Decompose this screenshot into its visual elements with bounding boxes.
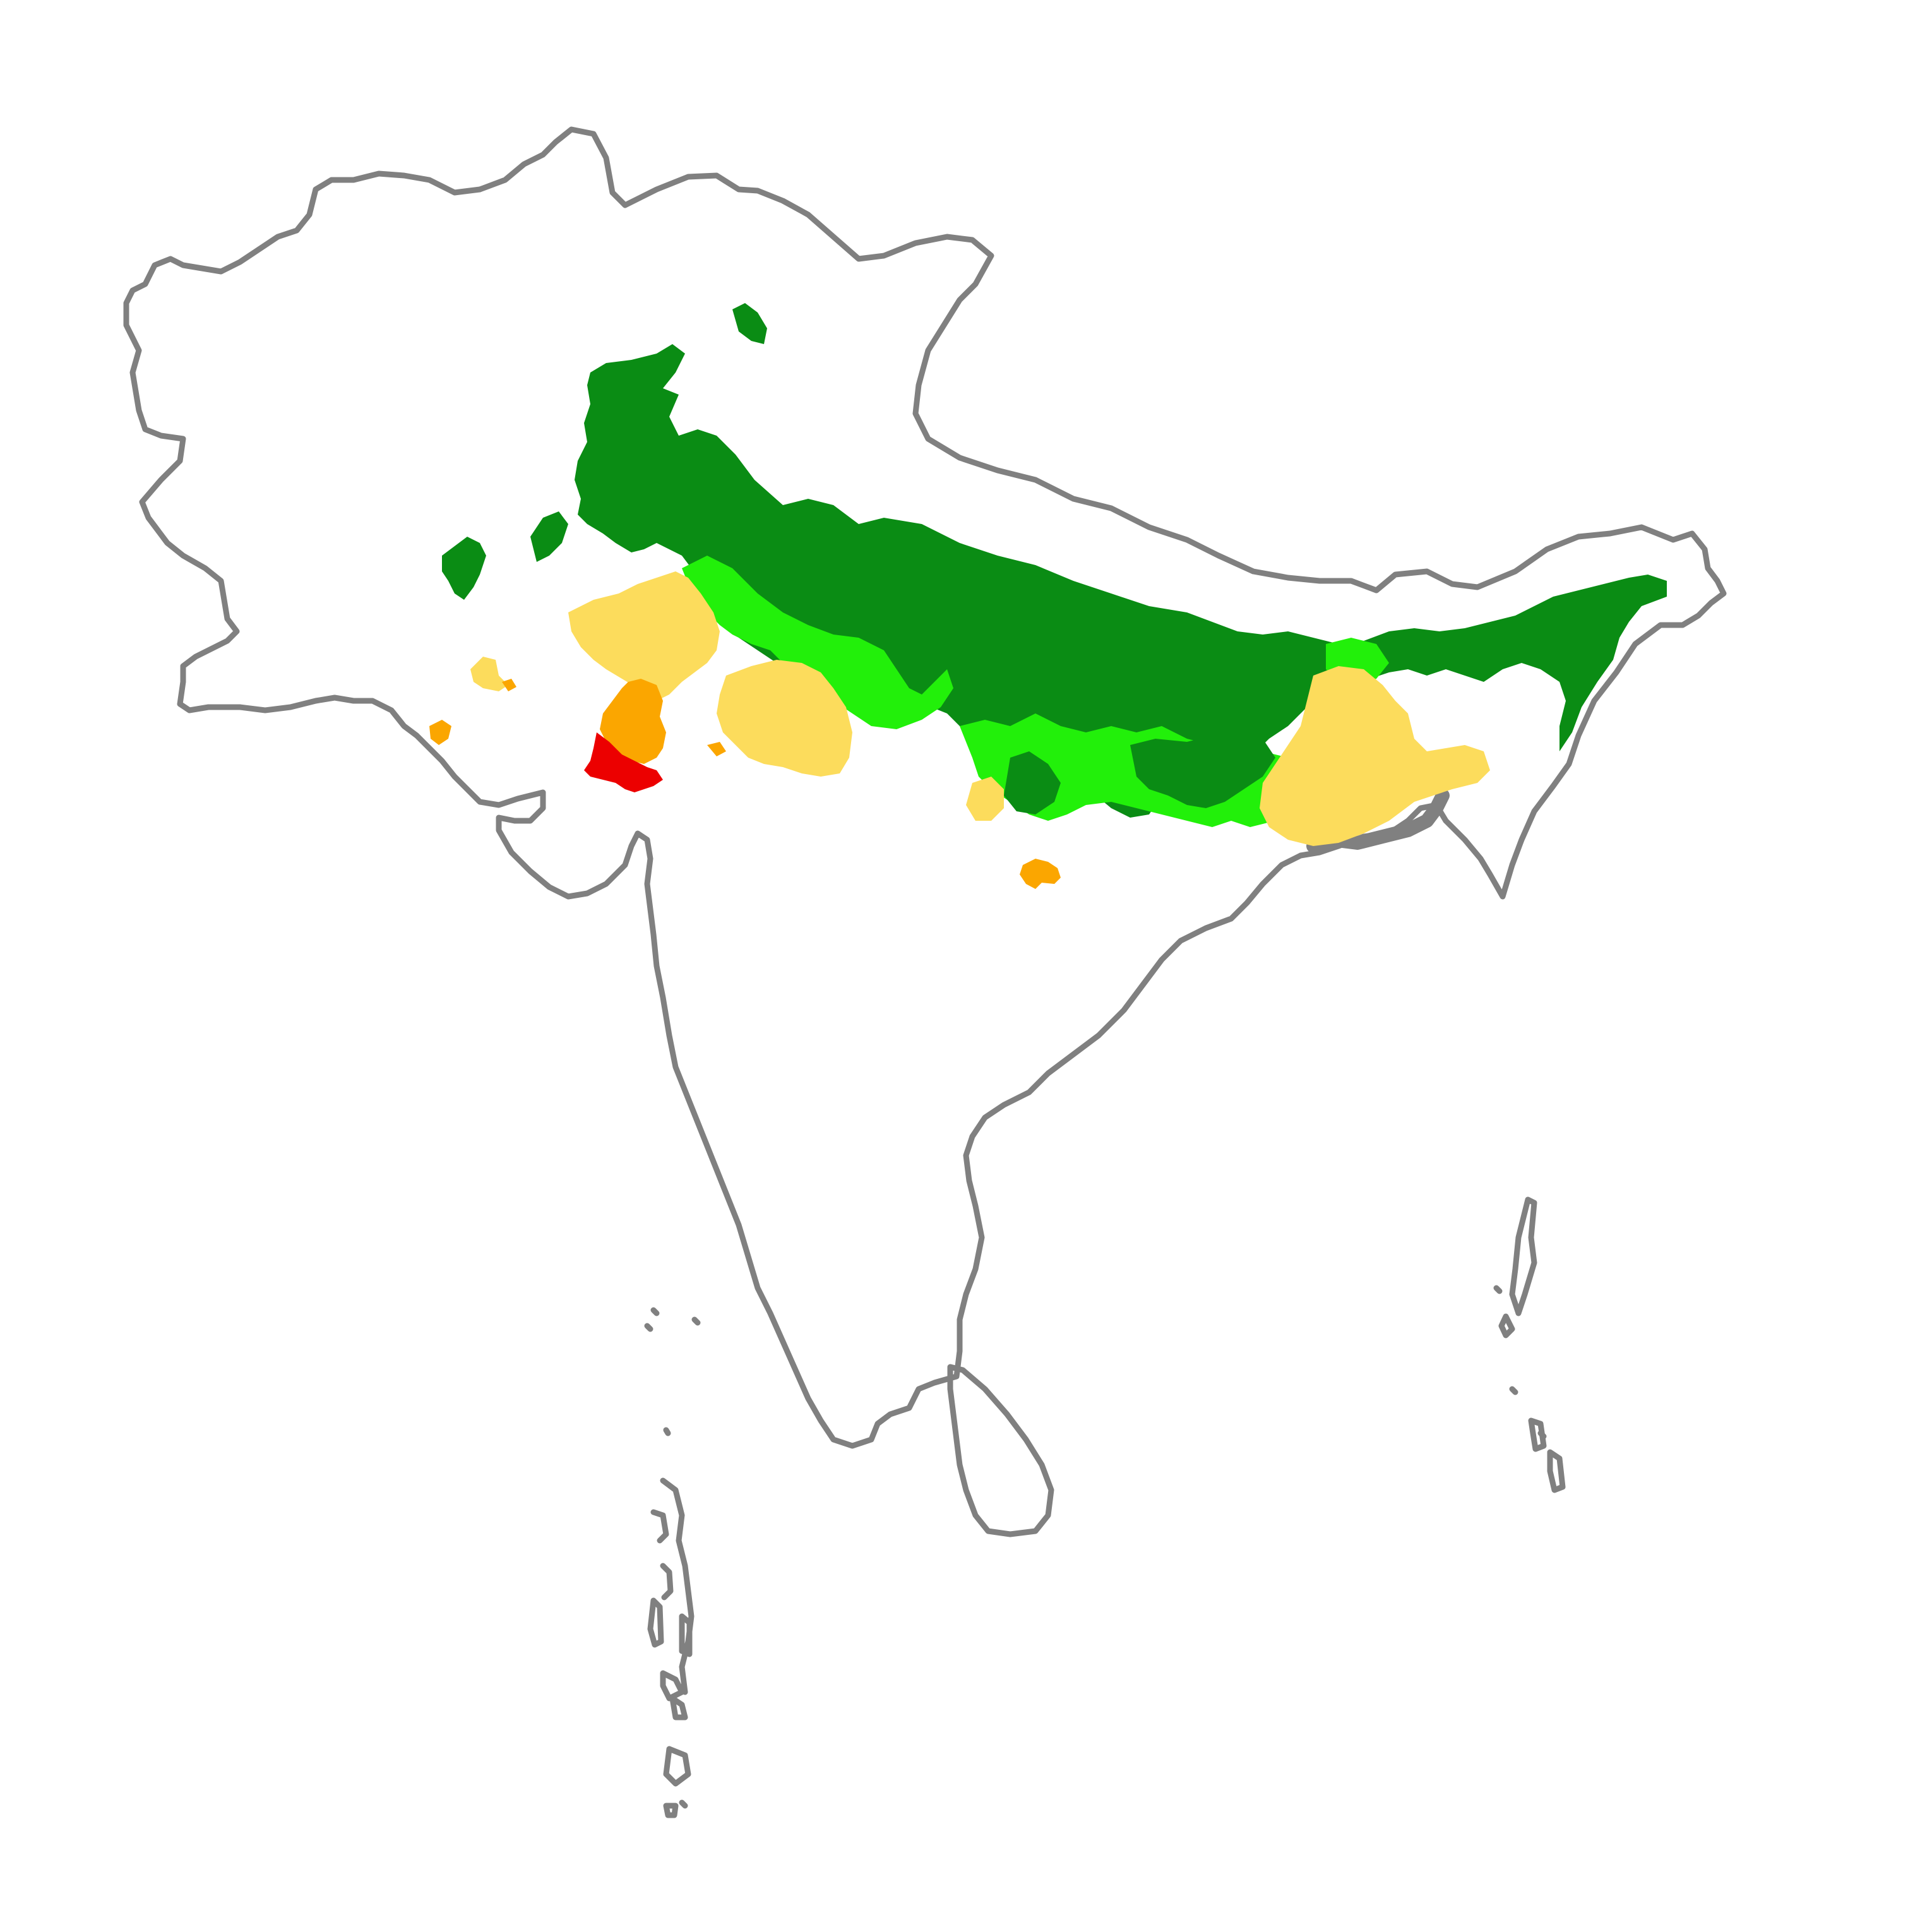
zone-orange-kutch-patch	[429, 720, 451, 745]
zone-sand-west-patch	[470, 657, 508, 691]
zone-sand-punjab-thar	[568, 571, 720, 701]
zone-dark-green-patch-1	[530, 511, 568, 562]
zone-dark-green-west	[442, 537, 486, 600]
zone-dark-green-central-1	[1130, 732, 1275, 808]
zone-orange-raj-dot	[707, 742, 726, 756]
mainland-outline	[123, 126, 1727, 1449]
sri-lanka-outline	[947, 1364, 1054, 1537]
zone-sand-up-patch	[966, 777, 1004, 821]
zone-dark-green-central-2	[1004, 751, 1061, 814]
zone-orange-sindh	[600, 679, 666, 764]
zone-light-green-punjab	[682, 556, 953, 729]
zone-layer-orange	[429, 679, 1061, 889]
zone-orange-west-dot	[502, 679, 516, 691]
zone-orange-central-patch	[1020, 859, 1061, 889]
zone-red-sindh	[584, 732, 663, 792]
country-outlines	[123, 126, 1727, 1818]
maldives-outline	[647, 1477, 695, 1818]
zone-layer-dark-green-central	[1004, 732, 1275, 814]
zone-layer-red	[584, 732, 663, 792]
zone-dark-green-kashmir-north	[732, 303, 767, 344]
andaman-nicobar-outline	[1493, 1196, 1566, 1493]
zone-layer-sand	[470, 571, 1490, 846]
zone-sand-bengal	[1260, 666, 1490, 846]
lakshadweep-outline	[644, 1307, 701, 1436]
zone-sand-rajasthan	[717, 660, 852, 777]
